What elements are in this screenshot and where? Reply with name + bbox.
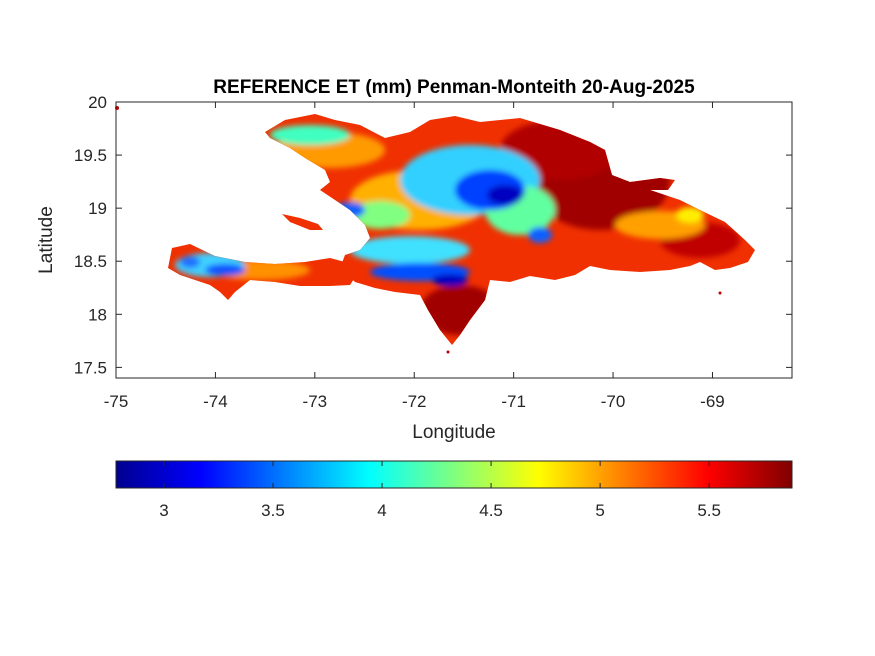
x-tick-label: -73 bbox=[303, 392, 328, 411]
colorbar-tick-label: 5.5 bbox=[697, 501, 721, 520]
y-tick-label: 19 bbox=[88, 199, 107, 218]
x-tick-label: -71 bbox=[501, 392, 526, 411]
x-axis-label: Longitude bbox=[412, 422, 495, 443]
map-title: REFERENCE ET (mm) Penman-Monteith 20-Aug… bbox=[213, 77, 695, 98]
y-axis: 17.5 18 18.5 19 19.5 20 bbox=[74, 93, 792, 377]
colorbar-tick-label: 4 bbox=[377, 501, 386, 520]
x-tick-label: -69 bbox=[700, 392, 725, 411]
colorbar-tick-label: 5 bbox=[595, 501, 604, 520]
y-tick-label: 20 bbox=[88, 93, 107, 112]
colorbar-tick-label: 4.5 bbox=[479, 501, 503, 520]
y-tick-label: 17.5 bbox=[74, 358, 107, 377]
x-tick-label: -74 bbox=[203, 392, 228, 411]
y-tick-label: 18.5 bbox=[74, 252, 107, 271]
colorbar-ticks: 3 3.5 4 4.5 5 5.5 bbox=[159, 461, 721, 520]
colorbar-tick-label: 3 bbox=[159, 501, 168, 520]
y-tick-label: 18 bbox=[88, 305, 107, 324]
x-tick-label: -70 bbox=[601, 392, 626, 411]
y-axis-label: Latitude bbox=[36, 206, 57, 274]
x-tick-label: -72 bbox=[402, 392, 427, 411]
y-tick-label: 19.5 bbox=[74, 146, 107, 165]
colorbar bbox=[115, 460, 793, 489]
x-axis: -75 -74 -73 -72 -71 -70 -69 bbox=[104, 102, 725, 411]
colorbar-tick-label: 3.5 bbox=[261, 501, 285, 520]
x-tick-label: -75 bbox=[104, 392, 129, 411]
